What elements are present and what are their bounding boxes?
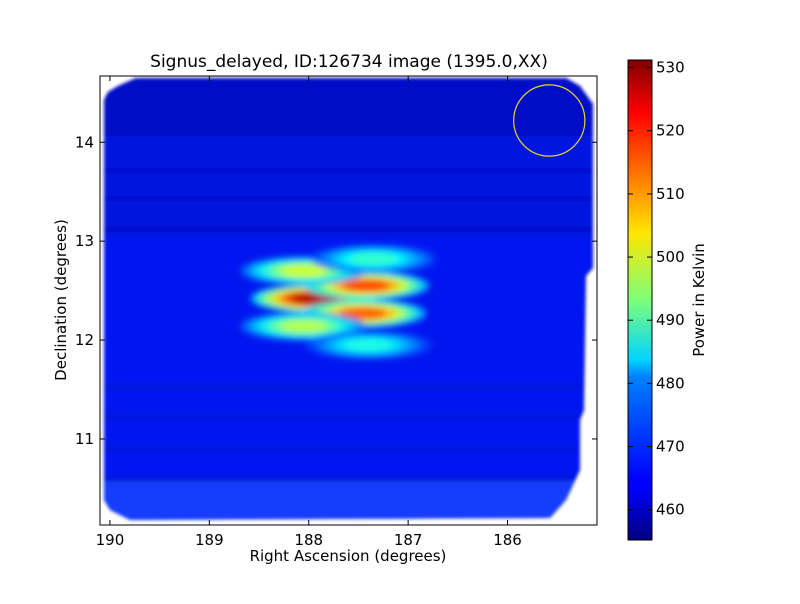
heatmap-image [104, 78, 593, 520]
heatmap-bottom-glow [104, 480, 593, 520]
axes-frame [99, 75, 598, 526]
colorbar [627, 59, 653, 541]
y-tick-label: 14 [75, 133, 94, 151]
y-axis-ticks: 11 12 13 14 [75, 133, 597, 448]
colorbar-tick-label: 510 [656, 185, 685, 203]
x-axis-ticks: 190 189 188 187 186 [96, 76, 522, 549]
heatmap-stripes [104, 168, 593, 482]
x-tick-label: 188 [294, 531, 323, 549]
chart-title: Signus_delayed, ID:126734 image (1395.0,… [150, 52, 548, 72]
y-tick-label: 12 [75, 331, 94, 349]
hotspot-7-level-5 [344, 339, 393, 352]
heatmap-top-shade [104, 78, 593, 136]
y-axis-label: Declination (degrees) [52, 219, 70, 381]
x-axis-label: Right Ascension (degrees) [250, 547, 447, 565]
hotspot-4-level-5 [279, 264, 328, 277]
hotspot-6-level-5 [349, 252, 398, 265]
colorbar-tick-label: 460 [656, 501, 685, 519]
y-tick-label: 11 [75, 430, 94, 448]
colorbar-tick-label: 470 [656, 438, 685, 456]
hotspot-2-level-5 [342, 279, 391, 292]
colorbar-label: Power in Kelvin [690, 243, 708, 357]
colorbar-ticks: 460 470 480 490 500 510 520 530 [628, 59, 685, 519]
hotspot-5-level-5 [279, 320, 328, 333]
y-tick-label: 13 [75, 232, 94, 250]
x-tick-label: 190 [96, 531, 125, 549]
beam-circle [513, 84, 586, 157]
colorbar-tick-label: 520 [656, 122, 685, 140]
x-tick-label: 189 [195, 531, 224, 549]
x-tick-label: 186 [493, 531, 522, 549]
colorbar-tick-label: 490 [656, 311, 685, 329]
hotspot-layer [241, 244, 436, 360]
hotspot-3-level-5 [339, 307, 388, 320]
colorbar-tick-label: 530 [656, 59, 685, 77]
colorbar-tick-label: 480 [656, 374, 685, 392]
x-tick-label: 187 [394, 531, 423, 549]
colorbar-tick-label: 500 [656, 248, 685, 266]
